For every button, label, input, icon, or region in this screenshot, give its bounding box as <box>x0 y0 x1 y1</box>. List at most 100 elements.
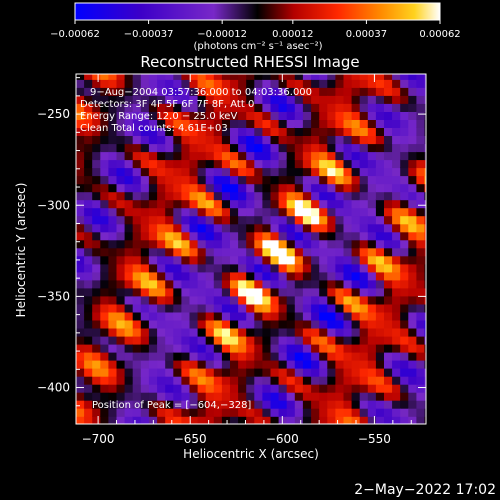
heatmap-cell <box>92 87 102 96</box>
heatmap-cell <box>213 79 223 88</box>
heatmap-cell <box>181 175 191 185</box>
heatmap-cell <box>294 183 304 193</box>
heatmap-cell <box>181 191 191 201</box>
heatmap-cell <box>157 199 166 209</box>
heatmap-cell <box>302 247 312 257</box>
heatmap-cell <box>278 279 288 289</box>
heatmap-cell <box>124 103 134 112</box>
heatmap-cell <box>92 303 102 313</box>
heatmap-cell <box>327 399 337 409</box>
heatmap-cell <box>424 215 426 225</box>
heatmap-cell <box>92 231 102 241</box>
heatmap-cell <box>173 408 183 417</box>
heatmap-cell <box>351 367 361 377</box>
heatmap-cell <box>140 87 150 96</box>
heatmap-cell <box>148 359 158 369</box>
heatmap-cell <box>311 207 320 217</box>
heatmap-cell <box>311 359 320 369</box>
heatmap-cell <box>140 215 150 225</box>
heatmap-cell <box>221 127 231 136</box>
annotation-peak-position: Position of Peak = [−604,−328] <box>92 400 251 411</box>
heatmap-cell <box>416 119 426 128</box>
heatmap-cell <box>424 159 426 169</box>
heatmap-cell <box>230 87 239 96</box>
heatmap-cell <box>124 343 134 353</box>
heatmap-cell <box>424 119 426 128</box>
heatmap-cell <box>238 271 247 281</box>
heatmap-cell <box>92 399 102 409</box>
heatmap-cell <box>384 207 393 217</box>
heatmap-cell <box>108 151 118 161</box>
heatmap-cell <box>351 255 361 265</box>
heatmap-cell <box>221 335 231 345</box>
heatmap-cell <box>157 287 166 297</box>
heatmap-cell <box>140 319 150 329</box>
heatmap-cell <box>302 295 312 305</box>
heatmap-cell <box>359 247 369 257</box>
heatmap-cell <box>278 207 288 217</box>
heatmap-cell <box>116 143 126 153</box>
heatmap-cell <box>108 327 118 337</box>
heatmap-cell <box>108 416 118 424</box>
heatmap-cell <box>278 199 288 209</box>
heatmap-cell <box>197 295 207 305</box>
heatmap-cell <box>116 223 126 233</box>
heatmap-cell <box>165 231 175 241</box>
heatmap-cell <box>294 311 304 321</box>
heatmap-cell <box>262 74 272 80</box>
heatmap-cell <box>132 295 142 305</box>
heatmap-cell <box>311 151 320 161</box>
heatmap-cell <box>335 151 345 161</box>
heatmap-cell <box>327 383 337 393</box>
heatmap-cell <box>392 183 401 193</box>
heatmap-cell <box>84 87 93 96</box>
heatmap-cell <box>76 408 85 417</box>
heatmap-cell <box>286 215 296 225</box>
heatmap-cell <box>205 135 215 145</box>
heatmap-cell <box>359 335 369 345</box>
heatmap-cell <box>173 111 183 120</box>
heatmap-cell <box>367 95 377 104</box>
heatmap-cell <box>375 111 385 120</box>
heatmap-cell <box>108 343 118 353</box>
heatmap-cell <box>408 79 418 88</box>
heatmap-cell <box>367 191 377 201</box>
heatmap-cell <box>108 183 118 193</box>
heatmap-cell <box>302 207 312 217</box>
heatmap-cell <box>173 295 183 305</box>
heatmap-cell <box>278 103 288 112</box>
heatmap-cell <box>302 159 312 169</box>
heatmap-cell <box>319 239 329 249</box>
heatmap-cell <box>246 74 256 80</box>
heatmap-cell <box>327 143 337 153</box>
heatmap-cell <box>124 87 134 96</box>
heatmap-cell <box>230 295 239 305</box>
heatmap-cell <box>392 391 401 401</box>
heatmap-cell <box>319 303 329 313</box>
heatmap-cell <box>221 199 231 209</box>
heatmap-cell <box>375 159 385 169</box>
heatmap-cell <box>311 231 320 241</box>
heatmap-cell <box>294 359 304 369</box>
heatmap-cell <box>416 87 426 96</box>
heatmap-cell <box>262 223 272 233</box>
heatmap-cell <box>335 327 345 337</box>
heatmap-cell <box>230 103 239 112</box>
heatmap-cell <box>262 351 272 361</box>
heatmap-cell <box>197 255 207 265</box>
heatmap-cell <box>173 319 183 329</box>
heatmap-cell <box>76 319 85 329</box>
heatmap-cell <box>254 391 264 401</box>
heatmap-cell <box>327 327 337 337</box>
heatmap-cell <box>76 311 85 321</box>
heatmap-cell <box>327 335 337 345</box>
x-axis-label: Heliocentric X (arcsec) <box>183 447 319 461</box>
heatmap-cell <box>286 223 296 233</box>
heatmap-cell <box>400 335 410 345</box>
heatmap-cell <box>359 223 369 233</box>
heatmap-cell <box>311 183 320 193</box>
heatmap-cell <box>351 271 361 281</box>
heatmap-cell <box>84 327 93 337</box>
heatmap-cell <box>230 111 239 120</box>
